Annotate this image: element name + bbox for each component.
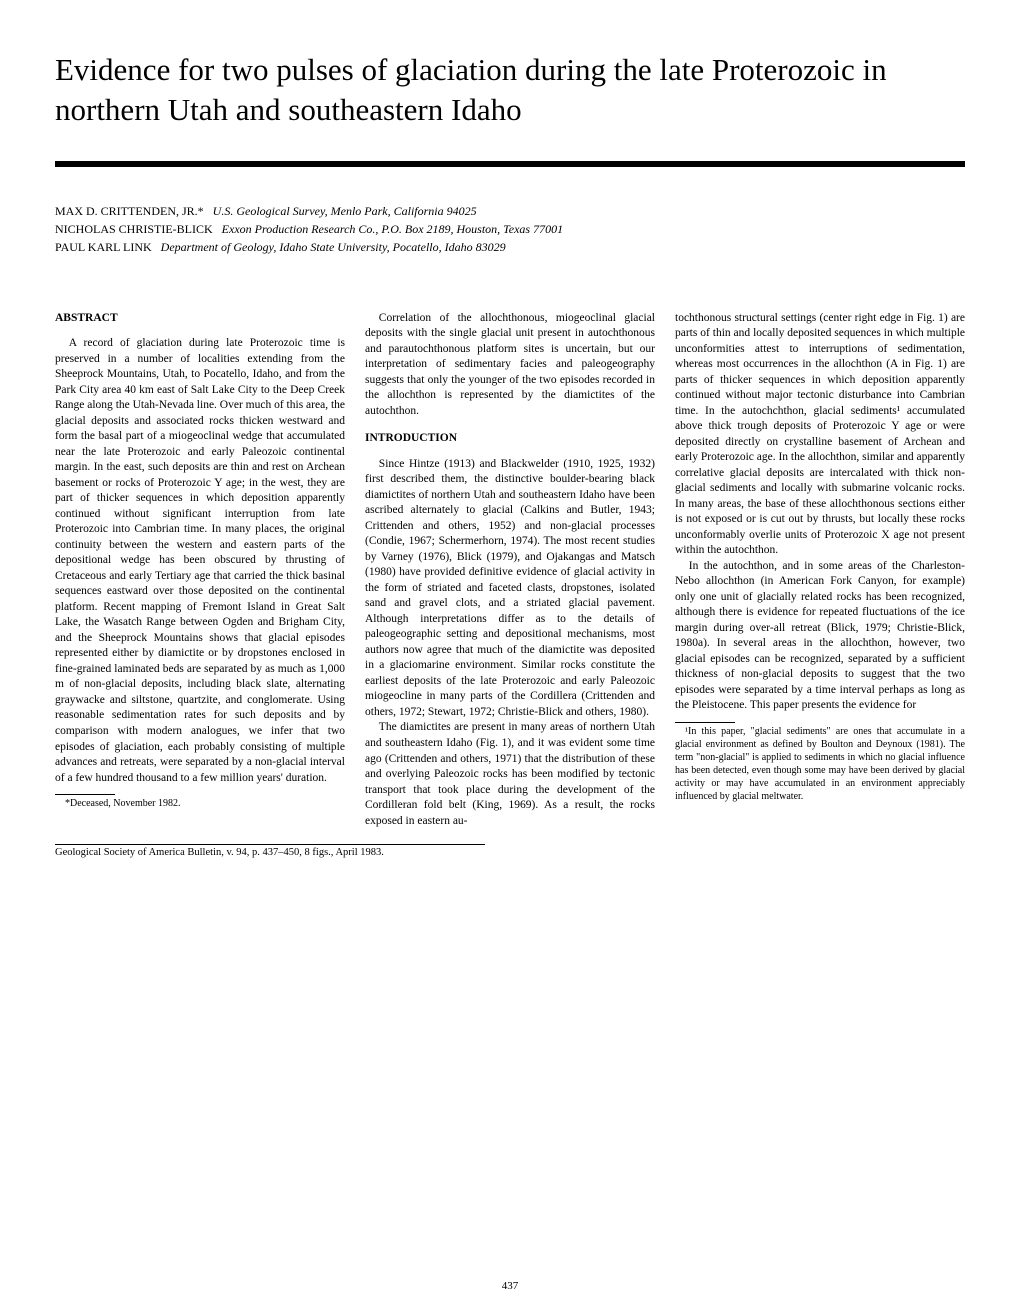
abstract-heading: ABSTRACT [55, 311, 345, 327]
authors-block: MAX D. CRITTENDEN, Jr.* U.S. Geological … [55, 202, 965, 256]
footnote-asterisk: *Deceased, November 1982. [55, 797, 345, 810]
intro-paragraph-3: In the autochthon, and in some areas of … [675, 559, 965, 714]
introduction-heading: INTRODUCTION [365, 431, 655, 447]
author-name-0: MAX D. CRITTENDEN, Jr.* [55, 204, 204, 218]
abstract-paragraph-1: A record of glaciation during late Prote… [55, 336, 345, 786]
body-columns: ABSTRACT A record of glaciation during l… [55, 311, 965, 830]
author-name-1: NICHOLAS CHRISTIE-BLICK [55, 222, 213, 236]
footnote-rule-1 [675, 722, 735, 723]
author-affiliation-2: Department of Geology, Idaho State Unive… [161, 240, 506, 254]
abstract-paragraph-2: Correlation of the allochthonous, miogeo… [365, 311, 655, 420]
author-line-1: NICHOLAS CHRISTIE-BLICK Exxon Production… [55, 220, 965, 238]
page-number: 437 [502, 1280, 519, 1292]
author-line-2: PAUL KARL LINK Department of Geology, Id… [55, 238, 965, 256]
footnote-1: ¹In this paper, "glacial sediments" are … [675, 725, 965, 803]
author-line-0: MAX D. CRITTENDEN, Jr.* U.S. Geological … [55, 202, 965, 220]
author-affiliation-0: U.S. Geological Survey, Menlo Park, Cali… [213, 204, 477, 218]
citation-line: Geological Society of America Bulletin, … [55, 844, 485, 858]
title-rule [55, 161, 965, 167]
intro-paragraph-2: The diamictites are present in many area… [365, 720, 655, 829]
author-name-2: PAUL KARL LINK [55, 240, 152, 254]
footnote-rule-asterisk [55, 794, 115, 795]
intro-paragraph-1: Since Hintze (1913) and Blackwelder (191… [365, 457, 655, 721]
article-title: Evidence for two pulses of glaciation du… [55, 50, 965, 131]
author-affiliation-1: Exxon Production Research Co., P.O. Box … [222, 222, 563, 236]
intro-paragraph-2-cont: tochthonous structural settings (center … [675, 311, 965, 559]
